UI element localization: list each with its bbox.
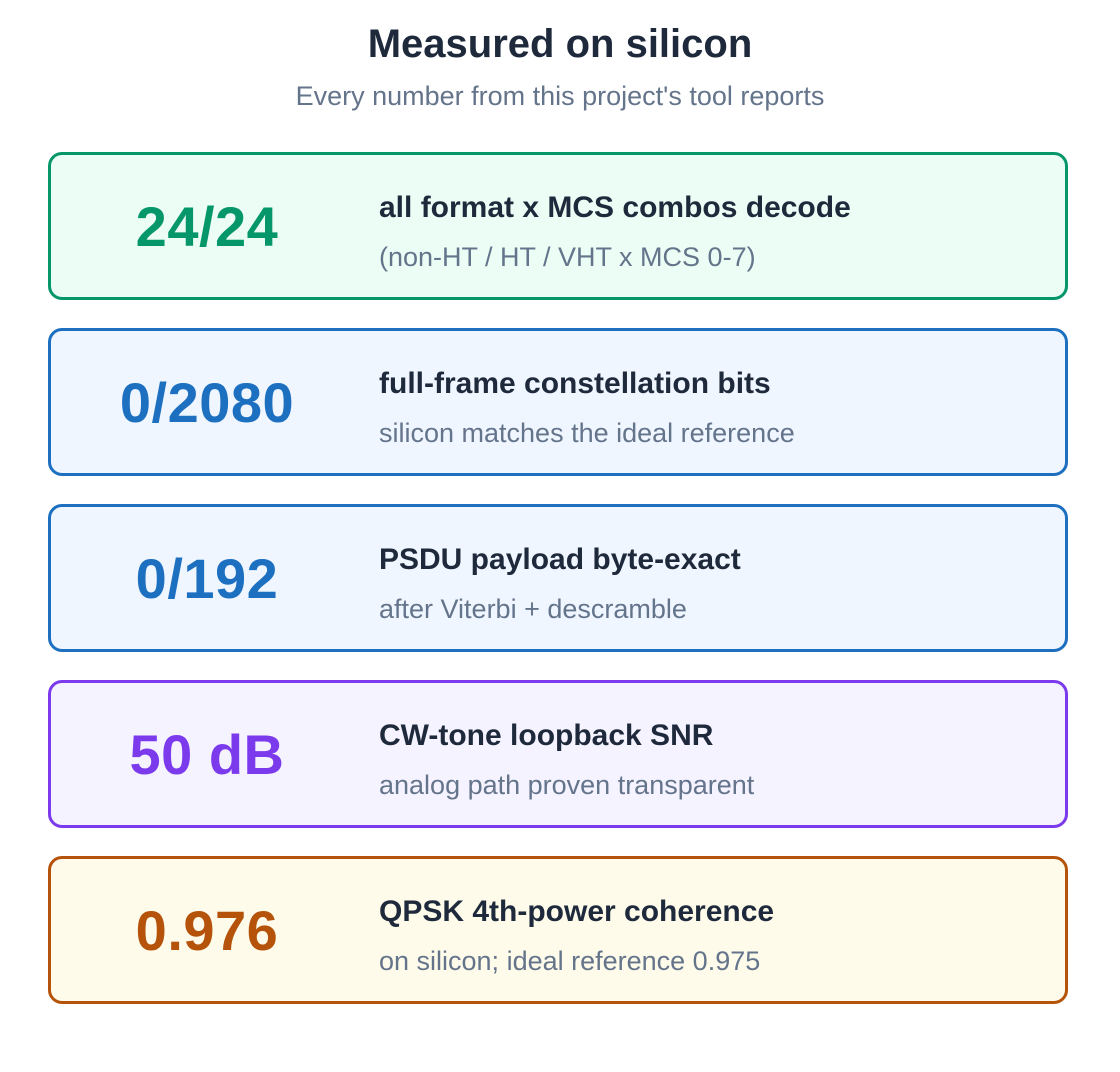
page-title: Measured on silicon [367, 22, 753, 66]
metric-value: 50 dB [129, 722, 285, 786]
page-subtitle: Every number from this project's tool re… [295, 81, 825, 111]
metric-label: all format x MCS combos decode [379, 191, 851, 224]
metric-detail: analog path proven transparent [379, 770, 755, 800]
metric-card-constellation: 0/2080 full-frame constellation bits sil… [48, 328, 1068, 476]
metric-value: 0.976 [135, 898, 279, 962]
metric-card-coherence: 0.976 QPSK 4th-power coherence on silico… [48, 856, 1068, 1004]
metric-detail: on silicon; ideal reference 0.975 [379, 946, 761, 976]
metric-value: 24/24 [135, 194, 279, 258]
metric-card-psdu: 0/192 PSDU payload byte-exact after Vite… [48, 504, 1068, 652]
metric-detail: after Viterbi + descramble [379, 594, 687, 624]
metric-label: full-frame constellation bits [379, 367, 771, 400]
metric-value: 0/2080 [119, 370, 295, 434]
metric-card-snr: 50 dB CW-tone loopback SNR analog path p… [48, 680, 1068, 828]
metric-card-decode: 24/24 all format x MCS combos decode (no… [48, 152, 1068, 300]
metric-detail: (non-HT / HT / VHT x MCS 0-7) [379, 242, 756, 272]
metric-label: CW-tone loopback SNR [379, 719, 714, 752]
metric-detail: silicon matches the ideal reference [379, 418, 795, 448]
metric-value: 0/192 [135, 546, 279, 610]
metric-label: PSDU payload byte-exact [379, 543, 741, 576]
metric-label: QPSK 4th-power coherence [379, 895, 775, 928]
